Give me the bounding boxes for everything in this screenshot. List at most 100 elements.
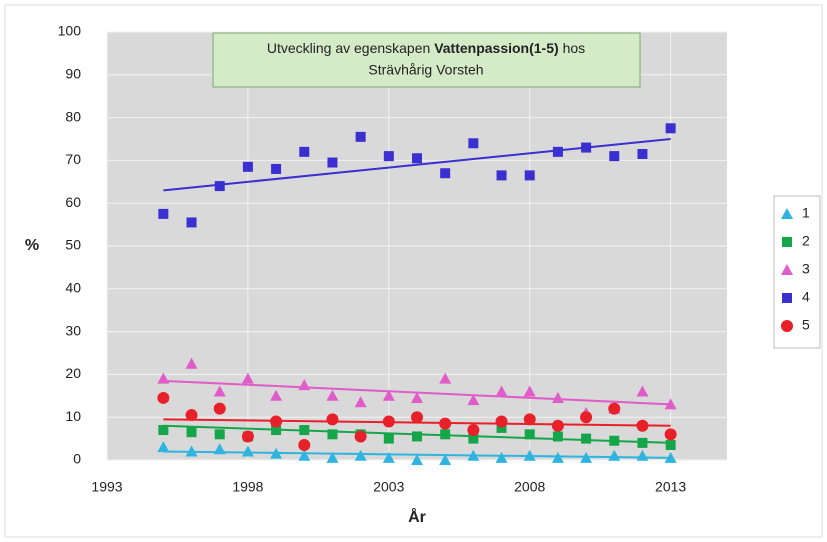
marker (383, 433, 394, 444)
marker (298, 439, 311, 452)
legend (773, 195, 821, 349)
y-tick-label: 80 (65, 108, 81, 124)
marker (186, 427, 197, 438)
marker (185, 357, 198, 369)
marker (299, 425, 310, 436)
marker (157, 372, 170, 384)
marker (241, 430, 254, 443)
marker (495, 385, 508, 397)
marker (241, 372, 254, 384)
x-axis-label: År (408, 507, 426, 526)
marker (382, 415, 395, 428)
marker (637, 148, 648, 159)
marker (185, 409, 198, 422)
marker (382, 389, 395, 401)
legend-label: 5 (802, 317, 810, 333)
marker (270, 447, 283, 459)
marker (523, 385, 536, 397)
marker (581, 433, 592, 444)
marker (467, 394, 480, 406)
marker (782, 237, 792, 247)
legend-label: 2 (802, 233, 810, 249)
marker (439, 372, 452, 384)
marker (523, 449, 536, 461)
marker (270, 415, 283, 428)
marker (665, 440, 676, 451)
marker (158, 208, 169, 219)
marker (213, 443, 226, 455)
marker (665, 123, 676, 134)
marker (609, 435, 620, 446)
marker (158, 425, 169, 436)
marker (440, 168, 451, 179)
marker (271, 163, 282, 174)
marker (271, 425, 282, 436)
marker (524, 429, 535, 440)
marker (354, 430, 367, 443)
x-tick-label: 2013 (655, 479, 686, 495)
marker (214, 181, 225, 192)
marker (412, 153, 422, 164)
marker (664, 428, 677, 441)
marker (270, 389, 283, 401)
y-tick-label: 50 (65, 237, 81, 253)
marker (383, 151, 394, 162)
marker (636, 419, 649, 432)
marker (439, 417, 452, 430)
marker (551, 419, 564, 432)
marker (411, 391, 423, 403)
marker (186, 217, 197, 228)
marker (495, 451, 508, 463)
marker (326, 451, 339, 463)
marker (468, 138, 479, 149)
marker (636, 385, 649, 397)
marker (327, 429, 338, 440)
marker (439, 454, 452, 465)
marker (551, 451, 564, 463)
marker (411, 454, 423, 465)
marker (782, 293, 792, 303)
y-tick-label: 60 (65, 194, 81, 210)
marker (326, 389, 339, 401)
x-tick-label: 1993 (91, 479, 122, 495)
marker (781, 320, 793, 332)
marker (637, 437, 648, 448)
y-tick-label: 20 (65, 365, 81, 381)
title-box (212, 32, 641, 88)
marker (213, 402, 226, 415)
marker (242, 161, 253, 172)
marker (299, 146, 310, 157)
marker (609, 151, 620, 162)
marker (524, 170, 535, 181)
marker (354, 449, 367, 461)
marker (412, 431, 422, 442)
marker (608, 449, 621, 461)
marker (496, 170, 507, 181)
marker (636, 449, 649, 461)
y-tick-label: 0 (73, 451, 81, 467)
marker (157, 441, 170, 453)
marker (355, 131, 366, 142)
marker (781, 208, 793, 219)
marker (213, 385, 226, 397)
marker (496, 422, 507, 433)
marker (411, 411, 423, 424)
marker (580, 451, 593, 463)
marker (298, 379, 311, 391)
marker (495, 415, 508, 428)
y-tick-label: 10 (65, 408, 81, 424)
y-tick-label: 30 (65, 322, 81, 338)
marker (552, 146, 563, 157)
marker (214, 429, 225, 440)
marker (298, 449, 311, 461)
marker (241, 445, 254, 457)
marker (467, 424, 480, 437)
marker (664, 451, 677, 463)
x-tick-label: 1998 (232, 479, 263, 495)
marker (440, 429, 451, 440)
legend-label: 1 (802, 205, 810, 221)
marker (552, 431, 563, 442)
marker (551, 391, 564, 403)
y-tick-label: 100 (58, 23, 82, 39)
